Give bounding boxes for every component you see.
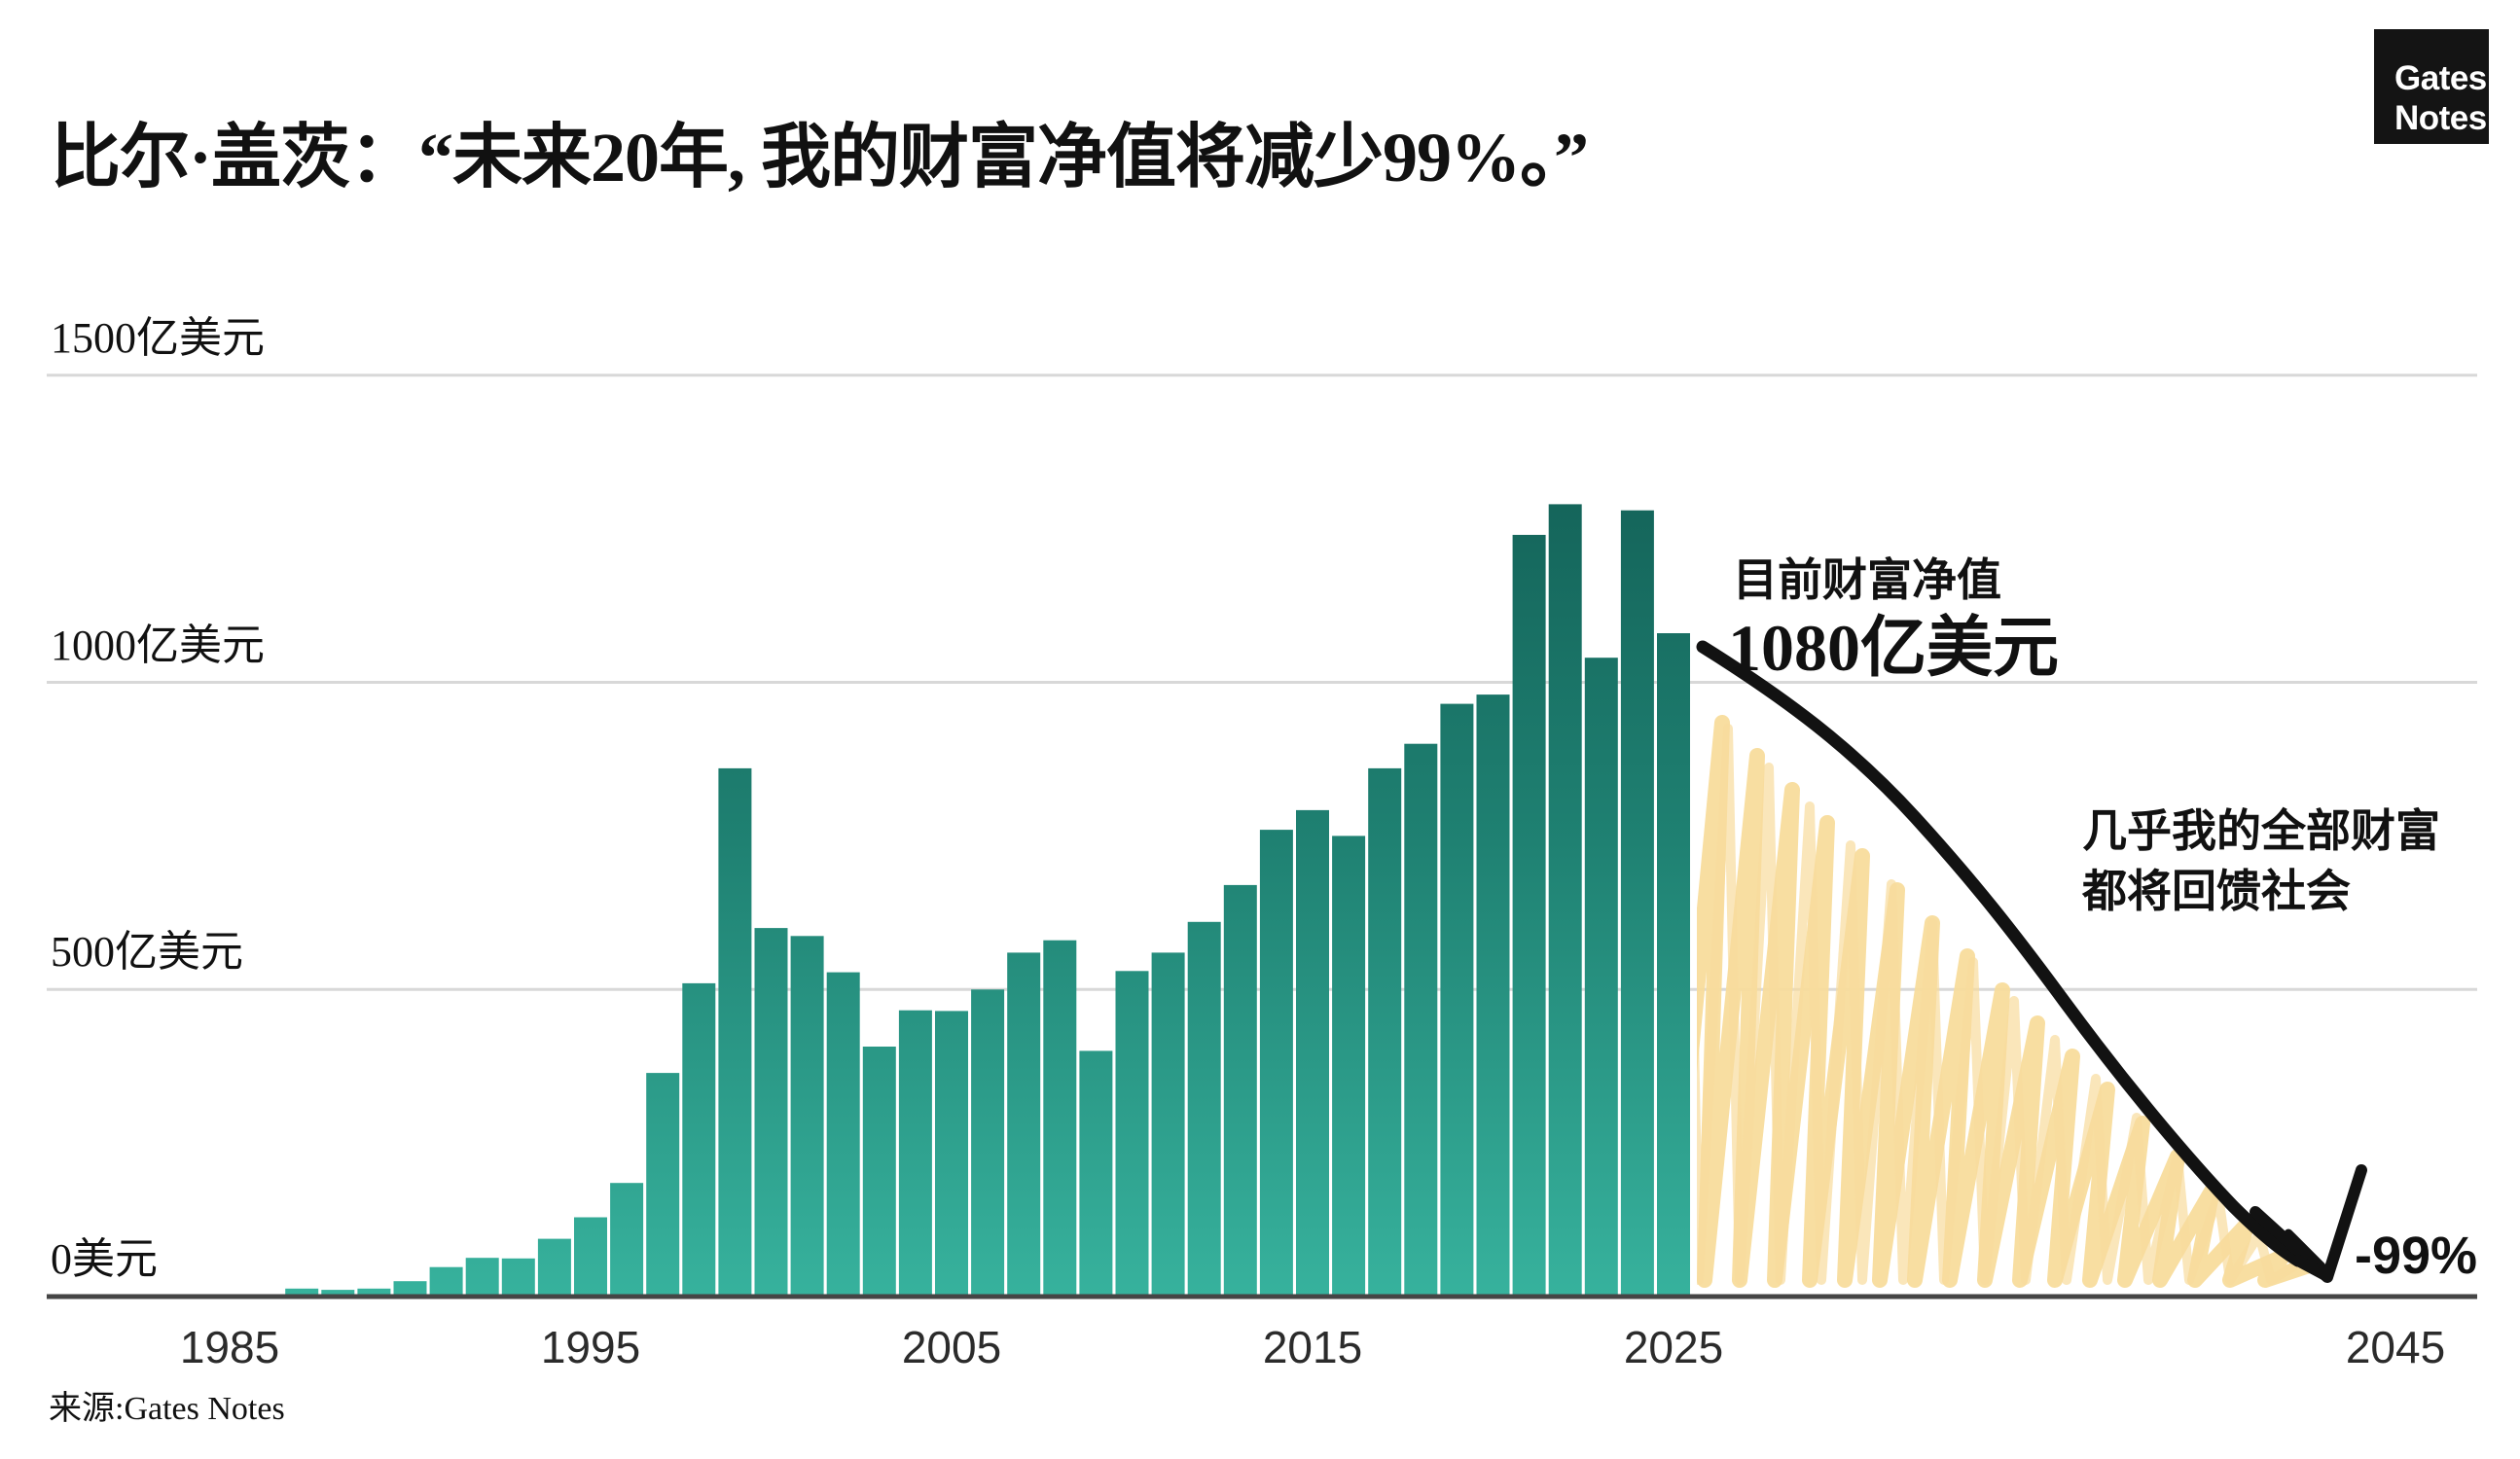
- bar-1996: [610, 1183, 644, 1297]
- bar-2007: [1007, 952, 1041, 1297]
- y-label-500: 500亿美元: [51, 928, 243, 977]
- bar-2013: [1223, 884, 1257, 1297]
- decline-percent-label: -99%: [2355, 1227, 2478, 1285]
- bar-2014: [1259, 830, 1293, 1297]
- bar-2002: [826, 972, 860, 1297]
- bar-1993: [501, 1258, 535, 1297]
- bar-1989: [357, 1288, 391, 1297]
- bar-2006: [971, 989, 1005, 1298]
- bar-2016: [1332, 836, 1366, 1297]
- bar-1999: [718, 767, 752, 1297]
- bar-2004: [898, 1010, 932, 1297]
- decline-arrow-tip-join: [2292, 1255, 2331, 1281]
- x-label-1995: 1995: [540, 1322, 641, 1372]
- bar-2005: [935, 1011, 968, 1297]
- decline-arrow-shaft: [1696, 640, 2305, 1267]
- give-back-note-line1: 几乎我的全部财富: [2082, 806, 2440, 856]
- bar-2003: [862, 1047, 896, 1297]
- decline-arrow-head-inner: [2284, 1228, 2326, 1271]
- x-label-2025: 2025: [1623, 1322, 1724, 1372]
- current-net-worth-value: 1080亿美元: [1728, 611, 2060, 685]
- x-label-2015: 2015: [1262, 1322, 1363, 1372]
- bar-series: [249, 504, 1690, 1298]
- x-label-1985: 1985: [179, 1322, 280, 1372]
- bar-2021: [1512, 534, 1546, 1297]
- x-label-2045: 2045: [2345, 1322, 2446, 1372]
- logo-line-notes: Notes: [2394, 99, 2487, 137]
- bar-2010: [1115, 971, 1149, 1297]
- bar-2015: [1296, 809, 1329, 1297]
- bar-1997: [646, 1073, 680, 1297]
- gates-notes-logo: Gates Notes: [2374, 29, 2489, 144]
- bar-1998: [682, 982, 716, 1297]
- y-label-1500: 1500亿美元: [51, 313, 265, 362]
- bar-2019: [1440, 703, 1474, 1297]
- bar-1990: [393, 1281, 427, 1297]
- x-label-2005: 2005: [901, 1322, 1002, 1372]
- bar-1991: [429, 1266, 463, 1297]
- bar-2012: [1187, 921, 1221, 1297]
- source-credit: 来源:Gates Notes: [49, 1391, 285, 1427]
- scribble-stroke: [1697, 685, 2305, 1285]
- bar-2011: [1151, 952, 1185, 1297]
- projected-decline-scribble: [1697, 685, 2325, 1288]
- bar-1994: [537, 1238, 571, 1297]
- bar-1995: [574, 1217, 607, 1297]
- bar-2001: [790, 936, 824, 1297]
- page-title: 比尔·盖茨：“未来20年, 我的财富净值将减少99%。”: [51, 119, 1589, 196]
- bar-2009: [1079, 1050, 1113, 1297]
- bar-2020: [1476, 694, 1510, 1297]
- bar-2018: [1404, 743, 1438, 1297]
- bar-1987: [285, 1288, 319, 1297]
- y-label-0: 0美元: [51, 1235, 158, 1283]
- gates-notes-logo-text: Gates Notes: [2394, 58, 2487, 138]
- bar-1992: [465, 1258, 499, 1297]
- bar-2024: [1620, 510, 1654, 1297]
- bar-2022: [1548, 504, 1582, 1297]
- bar-2000: [754, 928, 788, 1297]
- current-net-worth-label: 目前财富净值: [1733, 555, 2001, 605]
- bar-2017: [1368, 767, 1402, 1297]
- y-label-1000: 1000亿美元: [51, 621, 265, 669]
- logo-line-gates: Gates: [2394, 59, 2487, 97]
- bar-2008: [1043, 940, 1077, 1297]
- bar-1988: [321, 1290, 355, 1297]
- decline-arrow: [1696, 640, 2367, 1283]
- bar-2023: [1584, 658, 1618, 1297]
- give-back-note-line2: 都将回馈社会: [2082, 867, 2351, 916]
- bar-2025: [1657, 633, 1690, 1297]
